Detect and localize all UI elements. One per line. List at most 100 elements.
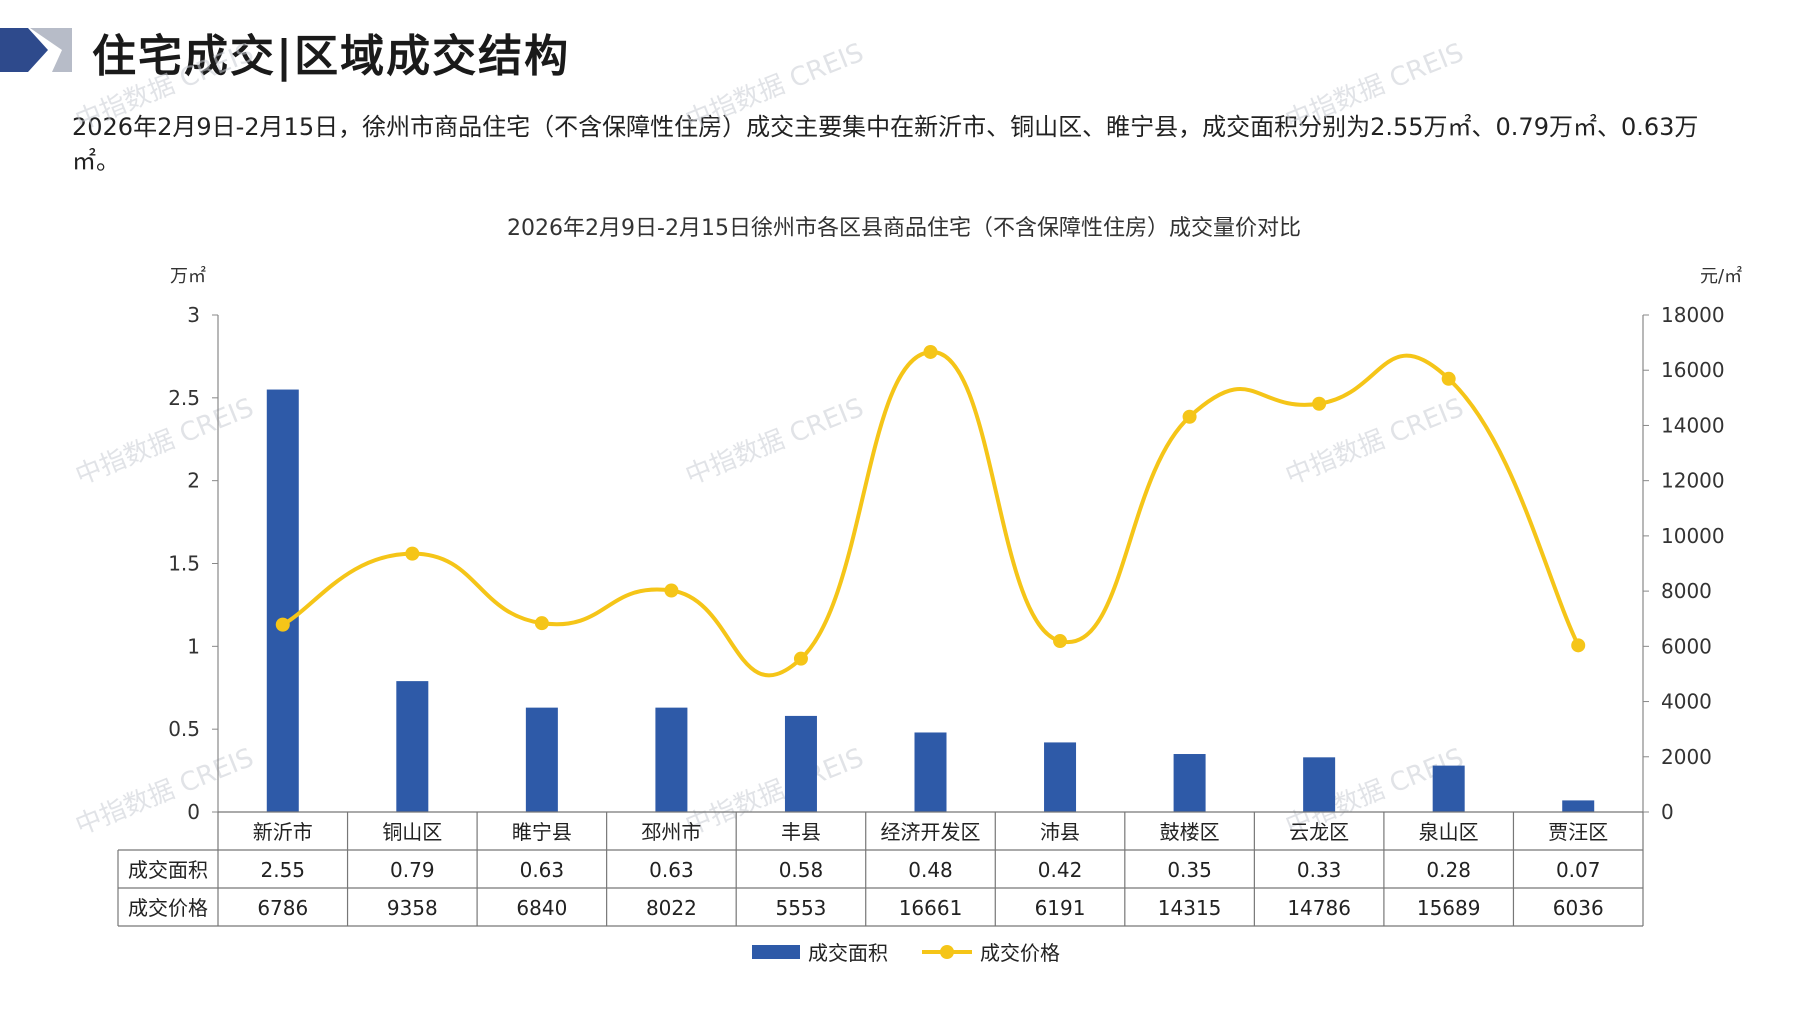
right-axis-tick-label: 6000 bbox=[1661, 634, 1712, 658]
left-axis-tick-label: 2 bbox=[187, 469, 200, 493]
category-label: 丰县 bbox=[781, 820, 821, 844]
category-label: 贾汪区 bbox=[1548, 820, 1608, 844]
price-point-丰县 bbox=[793, 651, 808, 666]
left-axis-tick-label: 3 bbox=[187, 303, 200, 327]
table-cell-price: 15689 bbox=[1417, 896, 1481, 920]
right-axis-tick-label: 16000 bbox=[1661, 358, 1725, 382]
category-label: 云龙区 bbox=[1289, 820, 1349, 844]
left-axis: 0 0.5 1 1.5 2 2.5 3 bbox=[168, 303, 219, 824]
category-label: 泉山区 bbox=[1419, 820, 1479, 844]
bar-泉山区 bbox=[1432, 765, 1465, 812]
table-cell-price: 6191 bbox=[1035, 896, 1086, 920]
table-cell-area: 0.28 bbox=[1426, 858, 1471, 882]
left-axis-tick-label: 1 bbox=[187, 634, 200, 658]
table-cell-area: 0.42 bbox=[1038, 858, 1083, 882]
table-cell-area: 0.35 bbox=[1167, 858, 1212, 882]
watermark-text: 中指数据 CREIS bbox=[1281, 393, 1468, 492]
category-label: 睢宁县 bbox=[512, 820, 572, 844]
left-axis-unit: 万㎡ bbox=[170, 265, 206, 287]
chart-legend: 成交面积 成交价格 bbox=[752, 941, 1060, 965]
right-axis-tick-label: 18000 bbox=[1661, 303, 1725, 327]
price-point-贾汪区 bbox=[1571, 638, 1586, 653]
chart-title: 2026年2月9日-2月15日徐州市各区县商品住宅（不含保障性住房）成交量价对比 bbox=[507, 216, 1301, 241]
table-cell-price: 6840 bbox=[516, 896, 567, 920]
watermark-text: 中指数据 CREIS bbox=[681, 743, 868, 842]
watermark-text: 中指数据 CREIS bbox=[71, 743, 258, 842]
price-line bbox=[281, 349, 1581, 678]
price-point-邳州市 bbox=[664, 583, 679, 598]
table-cell-area: 2.55 bbox=[261, 858, 306, 882]
table-cell-area: 0.63 bbox=[649, 858, 694, 882]
category-label: 新沂市 bbox=[253, 820, 313, 844]
right-axis-unit: 元/㎡ bbox=[1700, 265, 1742, 287]
bar-鼓楼区 bbox=[1173, 754, 1206, 812]
right-axis-tick-label: 14000 bbox=[1661, 413, 1725, 437]
price-point-睢宁县 bbox=[534, 616, 549, 631]
right-axis-tick-label: 12000 bbox=[1661, 469, 1725, 493]
legend-line-marker bbox=[940, 945, 954, 959]
table-cell-price: 6036 bbox=[1553, 896, 1604, 920]
table-cell-price: 16661 bbox=[899, 896, 963, 920]
table-cell-area: 0.48 bbox=[908, 858, 953, 882]
price-point-铜山区 bbox=[405, 546, 420, 561]
left-axis-tick-label: 1.5 bbox=[168, 552, 200, 576]
table-cell-price: 8022 bbox=[646, 896, 697, 920]
watermark-text: 中指数据 CREIS bbox=[71, 393, 258, 492]
bar-新沂市 bbox=[266, 389, 299, 812]
table-cell-price: 9358 bbox=[387, 896, 438, 920]
data-table: 新沂市 铜山区 睢宁县 邳州市 丰县 经济开发区 沛县 鼓楼区 云龙区 泉山区 贾汪区成交面积成交价… bbox=[117, 811, 1644, 927]
table-row-header: 成交价格 bbox=[128, 896, 208, 920]
category-label: 铜山区 bbox=[382, 820, 442, 844]
brand-logo-icon bbox=[0, 28, 72, 72]
price-point-泉山区 bbox=[1441, 371, 1456, 386]
table-cell-price: 14315 bbox=[1158, 896, 1222, 920]
table-cell-price: 14786 bbox=[1287, 896, 1351, 920]
price-point-云龙区 bbox=[1312, 396, 1327, 411]
price-line-series bbox=[275, 344, 1586, 678]
table-cell-area: 0.58 bbox=[779, 858, 824, 882]
table-cell-price: 6786 bbox=[257, 896, 308, 920]
right-axis-tick-label: 8000 bbox=[1661, 579, 1712, 603]
category-label: 邳州市 bbox=[641, 820, 701, 844]
price-point-沛县 bbox=[1053, 634, 1068, 649]
category-label: 沛县 bbox=[1040, 820, 1080, 844]
table-cell-area: 0.33 bbox=[1297, 858, 1342, 882]
legend-bar-swatch bbox=[752, 945, 800, 959]
right-axis-tick-label: 4000 bbox=[1661, 690, 1712, 714]
right-axis-tick-label: 10000 bbox=[1661, 524, 1725, 548]
table-cell-area: 0.63 bbox=[520, 858, 565, 882]
table-cell-area: 0.07 bbox=[1556, 858, 1601, 882]
watermark-text: 中指数据 CREIS bbox=[71, 38, 258, 137]
page-title: 住宅成交|区域成交结构 bbox=[92, 31, 571, 82]
bar-铜山区 bbox=[396, 681, 429, 812]
bar-云龙区 bbox=[1303, 757, 1336, 812]
category-label: 经济开发区 bbox=[881, 820, 981, 844]
bar-series-area bbox=[266, 389, 1595, 812]
legend-line-label: 成交价格 bbox=[980, 941, 1060, 965]
watermark-text: 中指数据 CREIS bbox=[681, 38, 868, 137]
bar-经济开发区 bbox=[914, 732, 947, 812]
legend-bar-label: 成交面积 bbox=[808, 941, 888, 965]
left-axis-tick-label: 0.5 bbox=[168, 717, 200, 741]
table-cell-price: 5553 bbox=[776, 896, 827, 920]
bar-邳州市 bbox=[655, 707, 688, 812]
left-axis-tick-label: 2.5 bbox=[168, 386, 200, 410]
bar-贾汪区 bbox=[1562, 800, 1595, 812]
category-label: 鼓楼区 bbox=[1160, 820, 1220, 844]
watermark-text: 中指数据 CREIS bbox=[681, 393, 868, 492]
left-axis-tick-label: 0 bbox=[187, 800, 200, 824]
bar-沛县 bbox=[1044, 742, 1077, 812]
price-point-经济开发区 bbox=[923, 344, 938, 359]
right-axis-tick-label: 0 bbox=[1661, 800, 1674, 824]
price-point-新沂市 bbox=[275, 617, 290, 632]
summary-paragraph: 2026年2月9日-2月15日，徐州市商品住宅（不含保障性住房）成交主要集中在新… bbox=[72, 113, 1699, 175]
right-axis-tick-label: 2000 bbox=[1661, 745, 1712, 769]
table-row-header: 成交面积 bbox=[128, 858, 208, 882]
bar-睢宁县 bbox=[525, 707, 558, 812]
bar-丰县 bbox=[784, 715, 817, 812]
right-axis: 0 2000 4000 6000 8000 10000 12000 14000 16000 180… bbox=[1642, 303, 1725, 824]
price-point-鼓楼区 bbox=[1182, 409, 1197, 424]
watermark-text: 中指数据 CREIS bbox=[1281, 38, 1468, 137]
table-cell-area: 0.79 bbox=[390, 858, 435, 882]
